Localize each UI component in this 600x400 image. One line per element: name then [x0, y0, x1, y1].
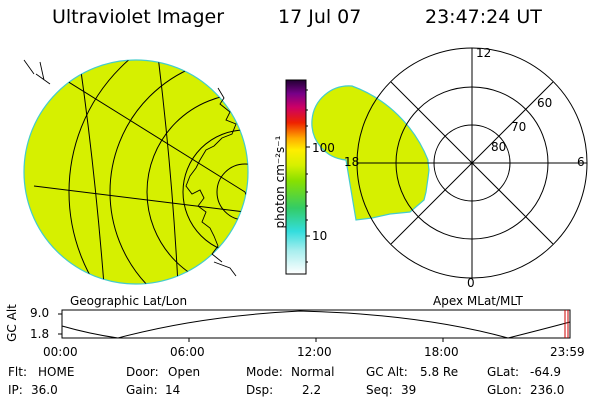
- mlat-label-70: 70: [511, 120, 527, 134]
- altitude-tick-low: 1.8: [30, 327, 50, 341]
- status-glat-value: -64.9: [530, 365, 562, 379]
- time-label: 23:47:24 UT: [425, 6, 542, 28]
- time-tick-0600: 06:00: [170, 345, 205, 359]
- colorbar-ticks: [306, 89, 310, 263]
- time-tick-0000: 00:00: [43, 345, 78, 359]
- mlt-label-6: 6: [577, 155, 585, 169]
- geographic-image: [23, 59, 249, 285]
- altitude-plot: [58, 309, 571, 342]
- coastline-fragment: [23, 59, 51, 85]
- mlat-label-60: 60: [537, 96, 553, 110]
- status-glon-key: GLon:: [487, 383, 522, 397]
- polar-grid: [356, 47, 588, 279]
- status-flt-value: HOME: [38, 365, 75, 379]
- altitude-frame: [61, 309, 571, 339]
- colorbar-tick-100: 100: [312, 141, 335, 155]
- altitude-curve: [61, 310, 571, 339]
- time-tick-1200: 12:00: [297, 345, 332, 359]
- status-glat-key: GLat:: [487, 365, 520, 379]
- status-gcalt-value: 5.8 Re: [420, 365, 459, 379]
- mlt-label-0: 0: [467, 276, 475, 290]
- date-label: 17 Jul 07: [278, 6, 362, 28]
- colorbar-unit-label: photon cm⁻²s⁻¹: [273, 135, 287, 229]
- time-tick-2359: 23:59: [550, 345, 585, 359]
- coastline: [185, 87, 237, 263]
- status-door-key: Door:: [126, 365, 159, 379]
- time-tick-1800: 18:00: [424, 345, 459, 359]
- status-flt-key: Flt:: [8, 365, 27, 379]
- mlat-label-80: 80: [491, 140, 507, 154]
- status-gcalt-key: GC Alt:: [366, 365, 408, 379]
- status-seq-value: 39: [401, 383, 417, 397]
- status-seq-key: Seq:: [366, 383, 393, 397]
- altitude-axis-title: GC Alt: [5, 304, 19, 342]
- status-gain-key: Gain:: [126, 383, 158, 397]
- mlt-label-12: 12: [476, 46, 492, 60]
- status-door-value: Open: [168, 365, 201, 379]
- mlt-label-18: 18: [344, 155, 360, 169]
- status-dsp-value: 2.2: [302, 383, 322, 397]
- status-gain-value: 14: [165, 383, 181, 397]
- status-ip-key: IP:: [8, 383, 23, 397]
- altitude-tick-high: 9.0: [30, 306, 50, 320]
- instrument-title: Ultraviolet Imager: [52, 6, 225, 28]
- status-mode-key: Mode:: [246, 365, 283, 379]
- apex-caption: Apex MLat/MLT: [433, 294, 523, 308]
- status-glon-value: 236.0: [530, 383, 565, 397]
- geographic-caption: Geographic Lat/Lon: [70, 294, 188, 308]
- status-mode-value: Normal: [291, 365, 335, 379]
- colorbar: [285, 79, 307, 275]
- colorbar-tick-10: 10: [312, 229, 328, 243]
- status-dsp-key: Dsp:: [246, 383, 274, 397]
- status-ip-value: 36.0: [31, 383, 58, 397]
- polar-plot: [311, 47, 588, 279]
- emission-disk-left: [23, 59, 249, 285]
